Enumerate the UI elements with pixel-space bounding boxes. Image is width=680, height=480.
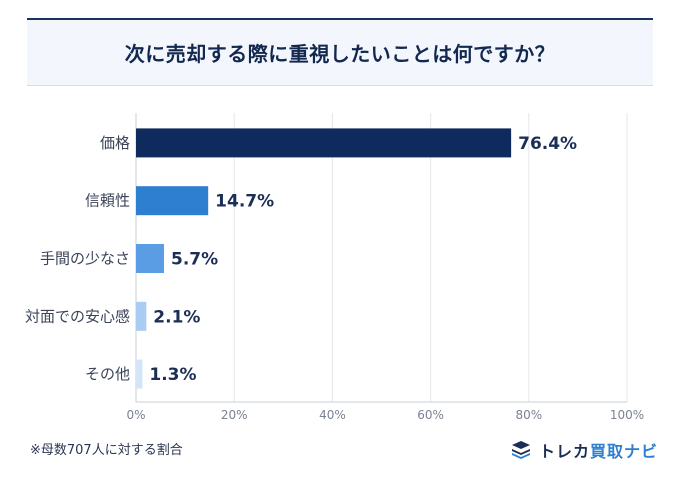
bar [136, 359, 143, 389]
x-tick-label: 80% [515, 408, 542, 422]
data-label: 5.7% [171, 250, 218, 270]
data-label: 14.7% [215, 192, 274, 212]
brand-name: トレカ買取ナビ [539, 438, 658, 462]
x-tick-label: 40% [319, 408, 346, 422]
brand-name-part1: トレカ [538, 442, 590, 461]
x-tick-label: 20% [221, 408, 248, 422]
category-label: 手間の少なさ [40, 250, 130, 268]
category-label: 対面での安心感 [25, 307, 130, 325]
bar [136, 301, 147, 331]
x-tick-label: 0% [126, 408, 145, 422]
bar [136, 244, 164, 273]
sample-size-note: ※母数707人に対する割合 [30, 443, 183, 458]
page-title: 次に売却する際に重視したいことは何ですか？ [124, 42, 556, 66]
category-label: 価格 [100, 134, 130, 152]
x-tick-label: 60% [417, 408, 444, 422]
brand-logo: トレカ買取ナビ [509, 438, 658, 462]
category-label: その他 [85, 365, 130, 383]
brand-name-part2: 買取ナビ [589, 442, 658, 461]
data-label: 76.4% [518, 134, 577, 154]
stacked-cards-logo-icon [511, 441, 530, 459]
data-label: 1.3% [149, 365, 196, 385]
bar [136, 186, 209, 216]
x-tick-label: 100% [610, 408, 644, 422]
category-label: 信頼性 [85, 192, 130, 210]
bar [136, 128, 512, 158]
title-box: 次に売却する際に重視したいことは何ですか？ [27, 18, 653, 86]
data-label: 2.1% [153, 307, 200, 327]
